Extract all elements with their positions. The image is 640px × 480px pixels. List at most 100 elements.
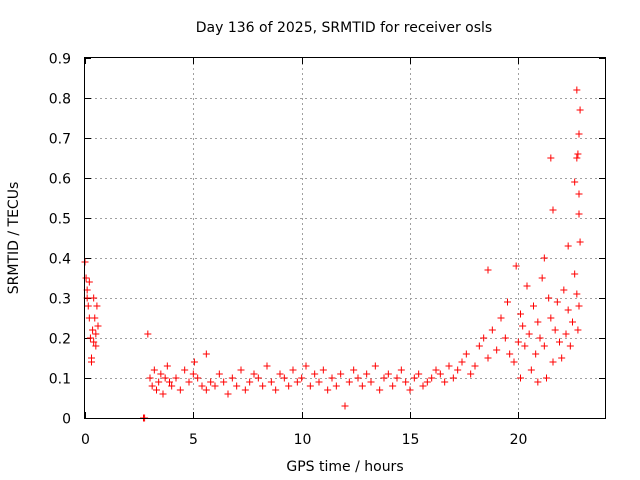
data-point — [573, 154, 581, 162]
data-point — [272, 386, 280, 394]
data-point — [92, 342, 100, 350]
y-tick-label: 0.8 — [49, 92, 71, 108]
data-point — [575, 210, 583, 218]
x-axis: 0 5 10 15 20 — [81, 58, 527, 448]
data-point — [506, 350, 514, 358]
data-point — [237, 366, 245, 374]
data-point — [202, 350, 210, 358]
y-tick-label: 0.5 — [49, 212, 71, 228]
x-tick-label: 20 — [510, 432, 528, 448]
data-point — [82, 274, 90, 282]
data-point — [501, 334, 509, 342]
data-point — [517, 374, 524, 382]
data-point — [556, 338, 563, 346]
y-tick-label: 0.6 — [49, 172, 71, 188]
data-point — [467, 370, 475, 378]
data-point — [367, 378, 375, 386]
data-point — [224, 390, 232, 398]
data-point — [298, 374, 306, 382]
data-point — [562, 330, 570, 338]
plot-frame — [84, 57, 606, 419]
data-point — [376, 386, 384, 394]
data-point — [525, 330, 533, 338]
data-point — [163, 362, 171, 370]
data-point — [371, 362, 379, 370]
data-point — [573, 86, 581, 94]
data-point — [576, 238, 584, 246]
grid — [85, 58, 605, 418]
data-point — [428, 374, 436, 382]
data-point — [566, 342, 574, 350]
data-point — [551, 326, 559, 334]
data-point — [449, 374, 457, 382]
data-point — [363, 370, 371, 378]
data-point — [233, 382, 241, 390]
x-tick-label: 10 — [294, 432, 312, 448]
data-point — [92, 330, 100, 338]
data-point — [228, 374, 236, 382]
data-point — [574, 150, 582, 158]
data-point — [441, 378, 449, 386]
data-point — [543, 374, 550, 382]
data-point — [94, 322, 102, 330]
data-point — [423, 378, 431, 386]
data-point — [315, 378, 323, 386]
data-point — [207, 378, 215, 386]
data-point — [488, 326, 496, 334]
y-tick-label: 0.9 — [49, 52, 71, 68]
data-point — [553, 298, 561, 306]
data-point — [519, 322, 527, 330]
data-point — [337, 370, 345, 378]
data-point — [575, 130, 583, 138]
data-point — [90, 338, 98, 346]
data-point — [484, 354, 492, 362]
data-point — [84, 302, 92, 310]
y-tick-label: 0.3 — [49, 292, 71, 308]
data-point — [211, 382, 219, 390]
data-point — [280, 374, 288, 382]
data-point — [523, 282, 531, 290]
data-point — [93, 302, 101, 310]
data-point — [354, 374, 362, 382]
chart-title: Day 136 of 2025, SRMTID for receiver osl… — [196, 20, 492, 36]
data-point — [549, 206, 557, 214]
data-point — [306, 382, 314, 390]
data-point — [176, 386, 184, 394]
data-point — [185, 378, 193, 386]
data-point — [161, 374, 169, 382]
data-point — [215, 370, 223, 378]
data-point — [497, 314, 505, 322]
data-point — [480, 334, 488, 342]
data-point — [462, 350, 470, 358]
data-point — [532, 350, 540, 358]
y-tick-label: 0 — [62, 412, 71, 428]
x-tick-label: 0 — [81, 432, 90, 448]
data-point — [406, 386, 414, 394]
data-point — [246, 378, 254, 386]
data-point — [547, 314, 555, 322]
y-axis: 0 0.1 0.2 0.3 0.4 0.5 0.6 0.7 0.8 0.9 — [49, 52, 605, 428]
data-point — [484, 266, 492, 274]
data-point — [350, 366, 358, 374]
data-point — [458, 358, 466, 366]
data-point — [285, 382, 293, 390]
data-points — [81, 86, 584, 422]
data-point — [85, 278, 93, 286]
data-point — [220, 378, 228, 386]
data-point — [86, 334, 94, 342]
data-point — [345, 378, 353, 386]
x-tick-label: 15 — [402, 432, 420, 448]
data-point — [493, 346, 501, 354]
y-tick-label: 0.7 — [49, 132, 71, 148]
data-point — [157, 370, 165, 378]
data-point — [194, 374, 202, 382]
data-point — [155, 378, 163, 386]
data-point — [536, 334, 544, 342]
data-point — [527, 366, 535, 374]
data-point — [267, 378, 275, 386]
data-point — [146, 374, 154, 382]
y-tick-label: 0.2 — [49, 332, 71, 348]
data-point — [402, 378, 410, 386]
data-point — [324, 386, 332, 394]
data-point — [397, 366, 405, 374]
